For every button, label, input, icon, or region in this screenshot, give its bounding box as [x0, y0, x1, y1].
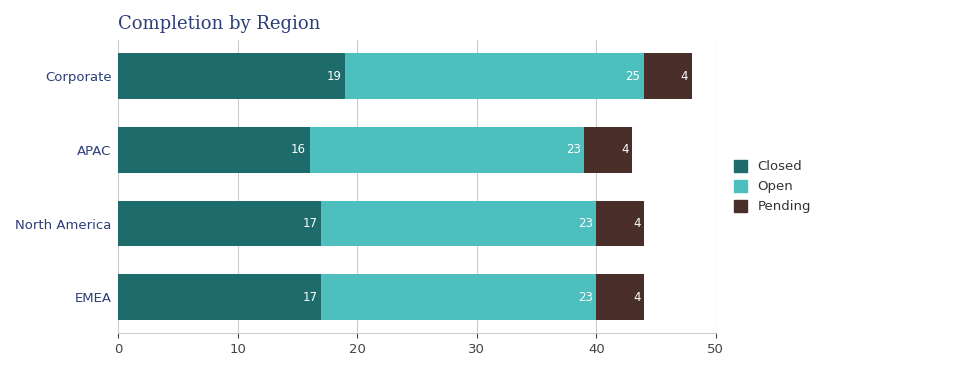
Text: 23: 23: [578, 290, 592, 303]
Text: 19: 19: [326, 70, 342, 83]
Text: Completion by Region: Completion by Region: [119, 15, 321, 33]
Bar: [345, 53, 644, 99]
Text: 17: 17: [302, 217, 318, 230]
Bar: [585, 127, 633, 173]
Text: 23: 23: [566, 143, 581, 157]
Text: 17: 17: [302, 290, 318, 303]
Text: 4: 4: [680, 70, 688, 83]
Bar: [119, 53, 345, 99]
Bar: [309, 127, 585, 173]
Text: 23: 23: [578, 217, 592, 230]
Text: 4: 4: [633, 290, 640, 303]
Bar: [644, 53, 692, 99]
Bar: [119, 201, 322, 246]
Text: 25: 25: [626, 70, 640, 83]
Text: 4: 4: [621, 143, 629, 157]
Bar: [596, 201, 644, 246]
Bar: [322, 274, 596, 320]
Bar: [119, 274, 322, 320]
Text: 16: 16: [291, 143, 306, 157]
Bar: [119, 127, 309, 173]
Text: 4: 4: [633, 217, 640, 230]
Legend: Closed, Open, Pending: Closed, Open, Pending: [728, 155, 816, 219]
Bar: [596, 274, 644, 320]
Bar: [322, 201, 596, 246]
